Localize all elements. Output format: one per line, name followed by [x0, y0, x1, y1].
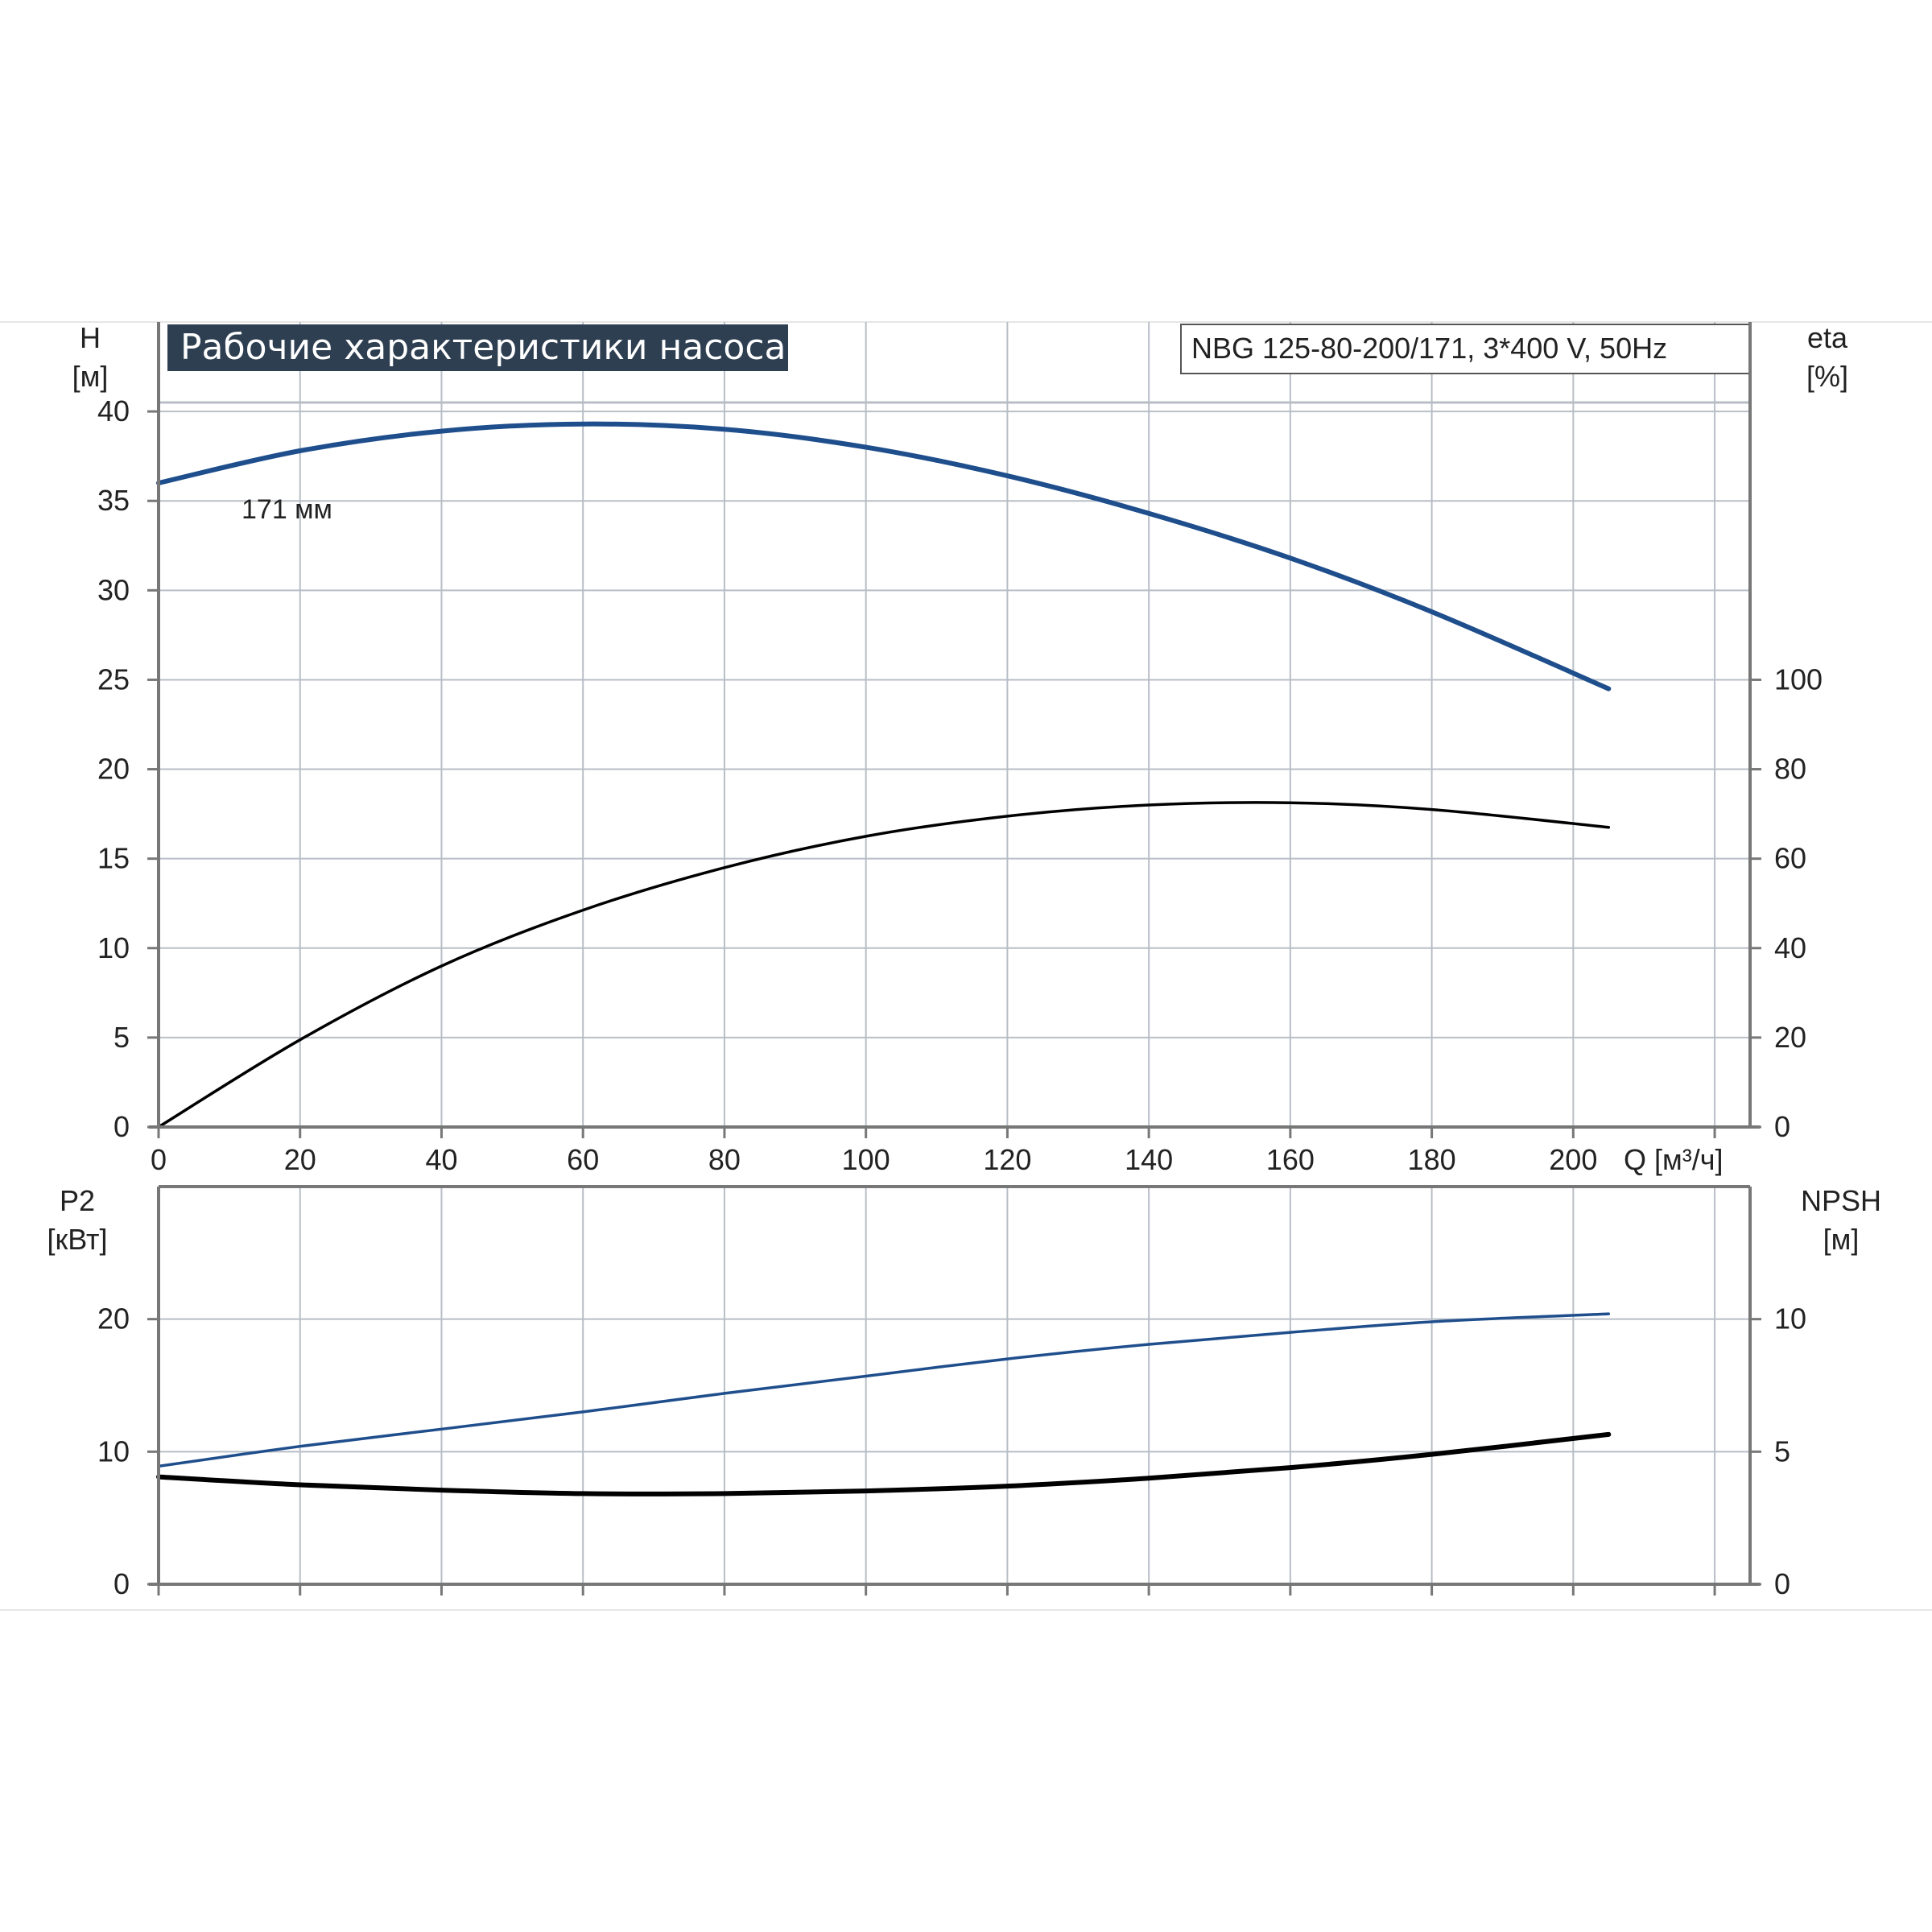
bottom-panel-frame [149, 1185, 1760, 1586]
bottom-panel-curves [156, 1312, 1612, 1496]
top-left-tick-label: 5 [114, 1021, 130, 1054]
top-right-tick-label: 60 [1774, 842, 1806, 875]
x-tick-label: 40 [425, 1143, 457, 1176]
bottom-panel-grid [159, 1187, 1750, 1584]
top-left-axis-label-1: H [80, 321, 101, 354]
bottom-left-tick-label: 20 [97, 1302, 130, 1335]
x-tick-label: 120 [983, 1143, 1031, 1176]
bottom-series-1-line [156, 1431, 1612, 1496]
top-series-0-line [156, 421, 1612, 691]
top-left-axis-label-2: [м] [72, 360, 109, 393]
x-tick-label: 140 [1125, 1143, 1173, 1176]
top-right-axis-label-1: eta [1807, 321, 1848, 354]
bottom-right-tick-label: 5 [1774, 1435, 1790, 1468]
top-right-axis-label-2: [%] [1806, 360, 1848, 393]
x-tick-label: 180 [1408, 1143, 1456, 1176]
model-label: NBG 125-80-200/171, 3*400 V, 50Hz [1191, 332, 1667, 365]
x-tick-label: 200 [1549, 1143, 1597, 1176]
x-axis-label: Q [м³/ч] [1624, 1143, 1724, 1176]
top-left-tick-label: 20 [97, 753, 130, 786]
top-left-tick-label: 40 [97, 394, 130, 427]
top-left-tick-label: 0 [114, 1110, 130, 1143]
bottom-right-tick-label: 10 [1774, 1302, 1806, 1335]
bottom-left-axis-label-2: [кВт] [47, 1223, 107, 1256]
chart-title: Рабочие характеристики насоса [180, 327, 786, 368]
top-right-tick-label: 20 [1774, 1021, 1806, 1054]
bottom-series-0-line [157, 1312, 1611, 1468]
top-panel-curves [156, 421, 1612, 1129]
bottom-left-axis-label-1: P2 [60, 1184, 95, 1217]
top-right-tick-label: 80 [1774, 753, 1806, 786]
curve-label-171: 171 мм [242, 494, 332, 525]
x-tick-label: 80 [708, 1143, 741, 1176]
x-tick-label: 20 [284, 1143, 316, 1176]
bottom-left-tick-label: 10 [97, 1435, 130, 1468]
x-tick-label: 100 [842, 1143, 890, 1176]
top-left-tick-label: 15 [97, 842, 130, 875]
top-left-tick-label: 25 [97, 663, 130, 696]
x-tick-label: 60 [567, 1143, 599, 1176]
bottom-right-axis-label-1: NPSH [1801, 1184, 1881, 1217]
title-box [167, 324, 788, 371]
top-left-tick-label: 30 [97, 573, 130, 606]
bottom-right-tick-label: 0 [1774, 1567, 1790, 1600]
top-panel-grid [159, 322, 1750, 1127]
bottom-panel-ticks: 0 10 20 0 5 10 [97, 1302, 1806, 1600]
bottom-right-axis-label-2: [м] [1823, 1223, 1860, 1256]
bottom-left-tick-label: 0 [114, 1567, 130, 1600]
top-panel-frame [149, 322, 1760, 1129]
model-box [1180, 324, 1750, 374]
top-panel-ticks: 0 5 10 15 20 25 30 35 40 0 20 40 60 80 100 0 20 40 60 80 100… [97, 394, 1823, 1176]
x-tick-label: 160 [1266, 1143, 1315, 1176]
top-right-tick-label: 0 [1774, 1110, 1790, 1143]
top-series-1-line [157, 801, 1611, 1129]
top-left-tick-label: 35 [97, 484, 130, 517]
top-left-tick-label: 10 [97, 931, 130, 964]
top-right-tick-label: 100 [1774, 663, 1823, 696]
x-tick-label: 0 [151, 1143, 167, 1176]
top-right-tick-label: 40 [1774, 931, 1806, 964]
